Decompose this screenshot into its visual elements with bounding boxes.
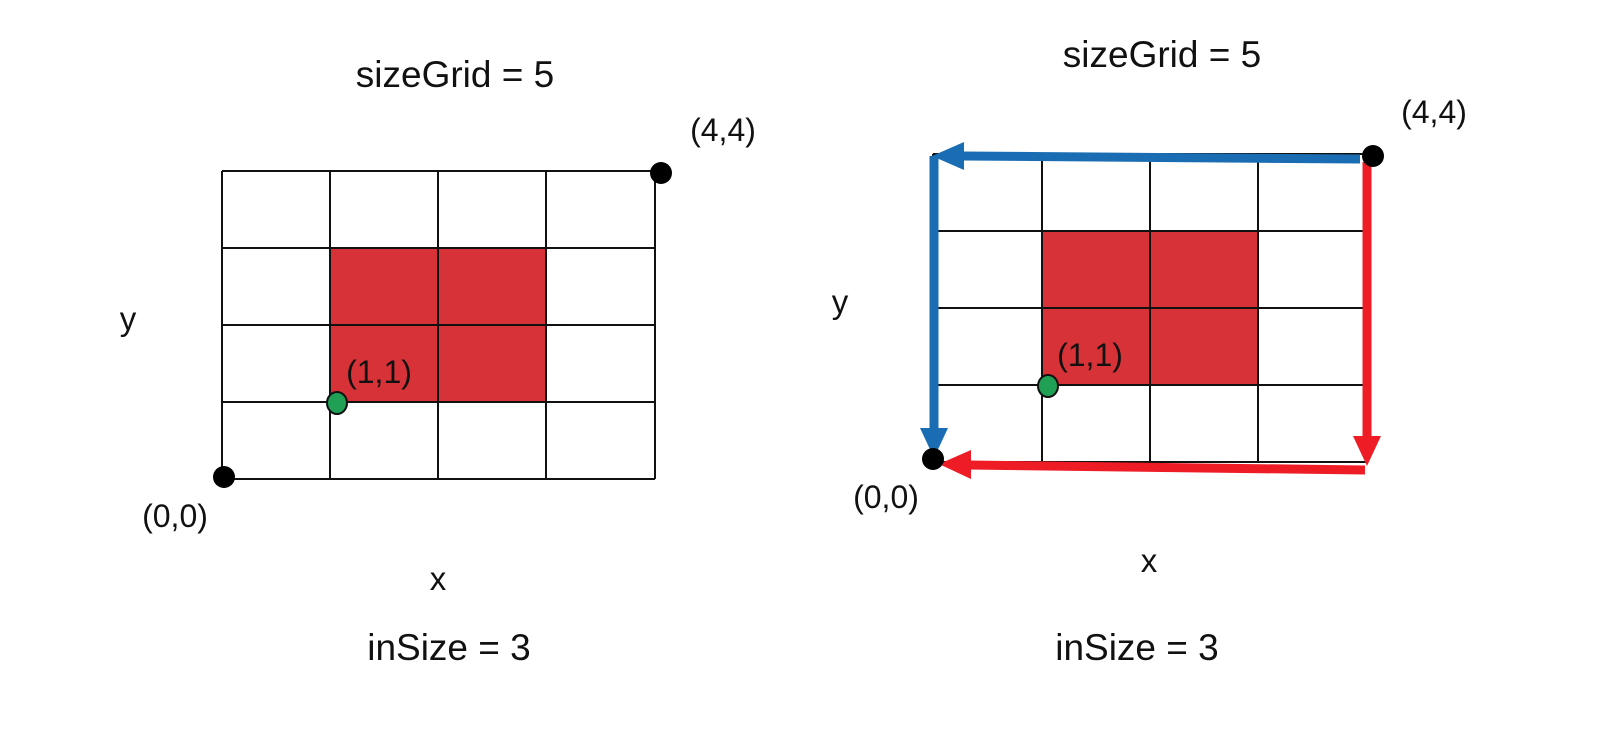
right-diagram: sizeGrid = 5 — [832, 34, 1467, 668]
blue-arrowhead-left-icon — [932, 142, 964, 170]
red-arrow-bottom — [967, 460, 1366, 475]
right-start-label: (1,1) — [1057, 337, 1123, 373]
right-footer: inSize = 3 — [1055, 627, 1219, 668]
right-corner-dot-icon — [1362, 145, 1384, 167]
red-arrowhead-left-icon — [939, 450, 971, 479]
left-corner-label: (4,4) — [690, 112, 756, 148]
left-grid — [221, 170, 656, 480]
left-footer: inSize = 3 — [367, 627, 531, 668]
left-y-axis-label: y — [120, 300, 137, 337]
right-origin-label: (0,0) — [853, 479, 919, 515]
left-title: sizeGrid = 5 — [356, 54, 554, 95]
right-title: sizeGrid = 5 — [1063, 34, 1261, 75]
right-corner-label: (4,4) — [1401, 94, 1467, 130]
right-y-axis-label: y — [832, 283, 849, 320]
left-x-axis-label: x — [430, 560, 447, 597]
left-origin-label: (0,0) — [142, 498, 208, 534]
left-start-label: (1,1) — [346, 354, 412, 390]
left-diagram: sizeGrid = 5 (4,4) (0,0) (1,1) y x inSiz… — [120, 54, 756, 668]
red-path-arrows — [939, 162, 1381, 479]
right-grid — [932, 153, 1367, 463]
blue-arrow-top — [961, 151, 1361, 164]
right-x-axis-label: x — [1141, 542, 1158, 579]
left-start-dot-icon — [326, 391, 348, 415]
left-origin-dot-icon — [213, 466, 235, 488]
red-arrowhead-down-icon — [1353, 436, 1381, 466]
right-origin-dot-icon — [922, 448, 944, 470]
right-start-dot-icon — [1037, 374, 1059, 398]
blue-path-arrows — [920, 142, 1361, 458]
blue-arrowhead-down-icon — [920, 428, 948, 458]
left-corner-dot-icon — [650, 162, 672, 184]
